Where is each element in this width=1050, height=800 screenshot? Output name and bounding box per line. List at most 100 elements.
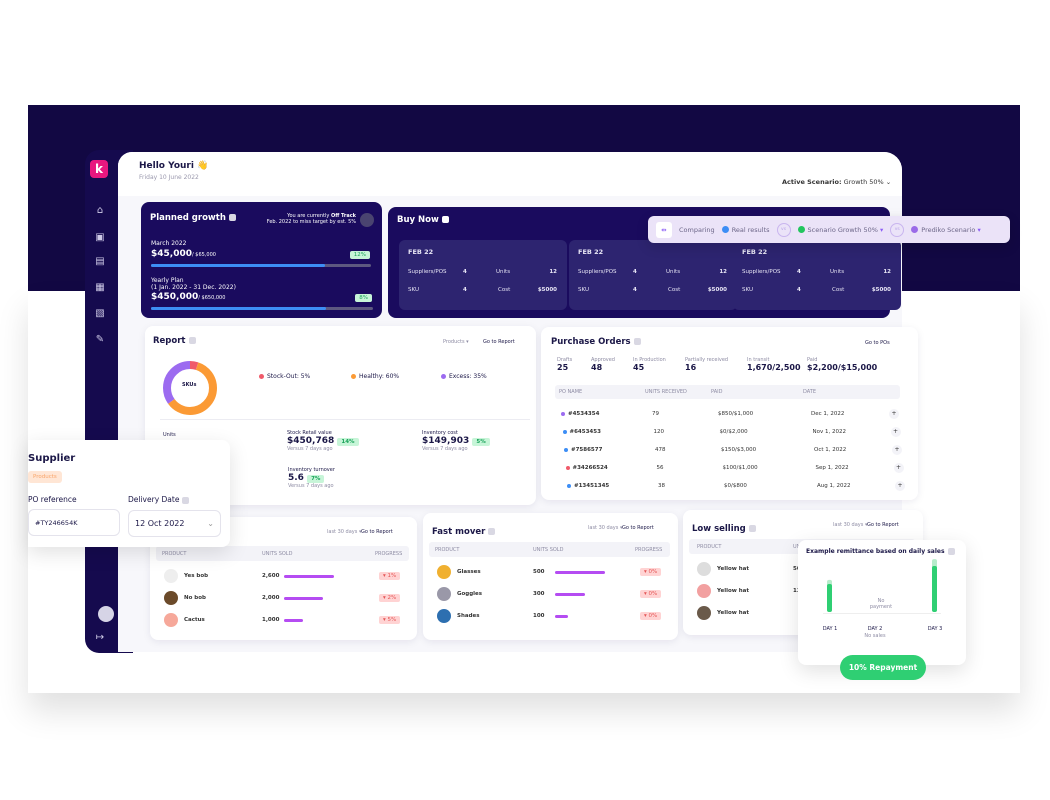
tools-icon[interactable]: ✎ [95, 334, 105, 345]
product-thumbnail [437, 565, 451, 579]
units-sold: 2,000 [262, 595, 280, 601]
comparing-bar: ⇹ Comparing Real results vs Scenario Gro… [648, 216, 1010, 243]
delivery-date-select[interactable]: 12 Oct 2022 ⌄ [128, 510, 221, 537]
report-title: Report [153, 336, 196, 346]
go-to-report-link[interactable]: Go to Report [361, 529, 393, 535]
paid-amount: $0/$2,000 [719, 429, 748, 435]
product-name: Cactus [184, 617, 205, 623]
sku-label: SKU [578, 287, 589, 293]
info-icon[interactable] [228, 214, 236, 221]
metric-stock-retail: Stock Retail value $450,768 14% Versus 7 d… [287, 430, 359, 452]
go-to-report-link[interactable]: Go to Report [867, 522, 899, 528]
products-filter[interactable]: Products ▾ [443, 339, 469, 345]
units-received: 56 [656, 465, 664, 471]
suppliers-label: Suppliers/POS [408, 269, 447, 275]
product-name: Yes bob [184, 573, 209, 579]
product-name: No bob [184, 595, 206, 601]
donut-slice [163, 361, 217, 415]
units-progress-bar [555, 615, 568, 618]
product-name: Yellow hat [717, 588, 750, 594]
comparing-label: Comparing [679, 225, 715, 234]
info-icon[interactable] [188, 337, 196, 344]
donut-label: SKUs [182, 382, 197, 388]
yearly-progress-bar [151, 307, 373, 310]
suppliers-value: 4 [463, 269, 467, 275]
user-avatar[interactable] [98, 606, 114, 622]
cost-label: Cost [498, 287, 511, 293]
month-label: March 2022 [151, 240, 187, 247]
buy-now-month-card[interactable]: FEB 22 Suppliers/POS 4 Units 12 SKU 4 Co… [569, 240, 737, 310]
products-tag: Products [28, 471, 62, 483]
table-header [156, 546, 409, 561]
sku-value: 4 [633, 287, 637, 293]
units-sold: 300 [533, 591, 545, 597]
go-to-report-link[interactable]: Go to Report [622, 525, 654, 531]
info-icon[interactable] [441, 216, 449, 223]
buy-now-month-card[interactable]: FEB 22 Suppliers/POS 4 Units 12 SKU 4 Co… [733, 240, 901, 310]
active-scenario-select[interactable]: Active Scenario: Growth 50% ⌄ [782, 178, 891, 186]
planned-growth-title: Planned growth [150, 213, 236, 223]
real-results-option[interactable]: Real results [721, 226, 770, 234]
presentation-icon[interactable]: ▣ [95, 232, 105, 243]
month-value: $45,000/ $65,000 [151, 249, 216, 259]
logout-icon[interactable]: ↦ [95, 632, 105, 643]
legend-excess: Excess: 35% [441, 373, 487, 380]
po-stat: Approved 48 [591, 357, 615, 372]
prediko-scenario-select[interactable]: Prediko Scenario ▾ [911, 226, 981, 234]
product-name: Glasses [457, 569, 481, 575]
progress-badge: ▾ 0% [640, 612, 662, 620]
month: FEB 22 [742, 248, 768, 256]
units-value: 12 [549, 269, 557, 275]
metric-inventory-cost: Inventory cost $149,903 5% Versus 7 days a… [422, 430, 490, 452]
date-range-filter[interactable]: last 30 days ▾ [588, 525, 623, 531]
po-column-header: PAID [711, 389, 723, 395]
greeting: Hello Youri 👋 [139, 161, 209, 171]
blue-dot-icon [721, 226, 729, 233]
info-icon[interactable] [182, 496, 190, 504]
home-icon[interactable]: ⌂ [96, 205, 104, 216]
search-card-icon[interactable]: ▤ [95, 256, 105, 267]
info-icon[interactable] [947, 548, 955, 555]
plus-icon[interactable]: + [890, 427, 901, 437]
info-icon[interactable] [488, 528, 496, 535]
date-range-filter[interactable]: last 30 days ▾ [327, 529, 362, 535]
po-reference-input[interactable]: #TY246654K [28, 509, 120, 536]
po-name[interactable]: #6453453 [569, 429, 601, 435]
plus-icon[interactable]: + [893, 463, 904, 473]
purchase-orders-title: Purchase Orders [551, 337, 641, 347]
day-label: DAY 2 [867, 626, 883, 632]
box-icon[interactable]: ▦ [95, 282, 105, 293]
po-name[interactable]: #13451345 [574, 483, 610, 489]
date-range-filter[interactable]: last 30 days ▾ [833, 522, 868, 528]
po-name[interactable]: #4534354 [568, 411, 600, 417]
info-icon[interactable] [633, 338, 641, 345]
po-name[interactable]: #34266524 [572, 465, 608, 471]
buy-now-month-card[interactable]: FEB 22 Suppliers/POS 4 Units 12 SKU 4 Co… [399, 240, 567, 310]
image-icon[interactable]: ▧ [95, 308, 105, 319]
product-thumbnail [164, 569, 178, 583]
product-name: Yellow hat [717, 610, 750, 616]
po-name[interactable]: #7586577 [571, 447, 603, 453]
app-logo[interactable]: k [90, 160, 108, 178]
sku-value: 4 [463, 287, 467, 293]
go-to-report-link[interactable]: Go to Report [483, 339, 515, 345]
paid-amount: $0/$800 [724, 483, 747, 489]
plus-icon[interactable]: + [889, 409, 899, 419]
info-icon[interactable] [748, 525, 756, 532]
repayment-button[interactable]: 10% Repayment [840, 655, 926, 680]
remittance-bar [827, 584, 832, 612]
cost-value: $5000 [871, 287, 891, 293]
scenario-select[interactable]: Scenario Growth 50% ▾ [797, 226, 883, 234]
plus-icon[interactable]: + [892, 445, 902, 455]
cost-label: Cost [668, 287, 681, 293]
progress-badge: ▾ 0% [640, 568, 662, 576]
yearly-label: Yearly Plan (1 Jan. 2022 - 31 Dec. 2022) [151, 277, 236, 291]
go-to-pos-link[interactable]: Go to POs [865, 340, 890, 346]
po-reference-label: PO reference [28, 495, 77, 504]
status-avatar [360, 213, 374, 227]
units-label: Units [163, 432, 176, 438]
plus-icon[interactable]: + [895, 481, 905, 491]
active-scenario-label: Active Scenario: [782, 178, 842, 186]
delivery-date-label: Delivery Date [128, 495, 190, 504]
yearly-value: $450,000/ $650,000 [151, 292, 226, 302]
